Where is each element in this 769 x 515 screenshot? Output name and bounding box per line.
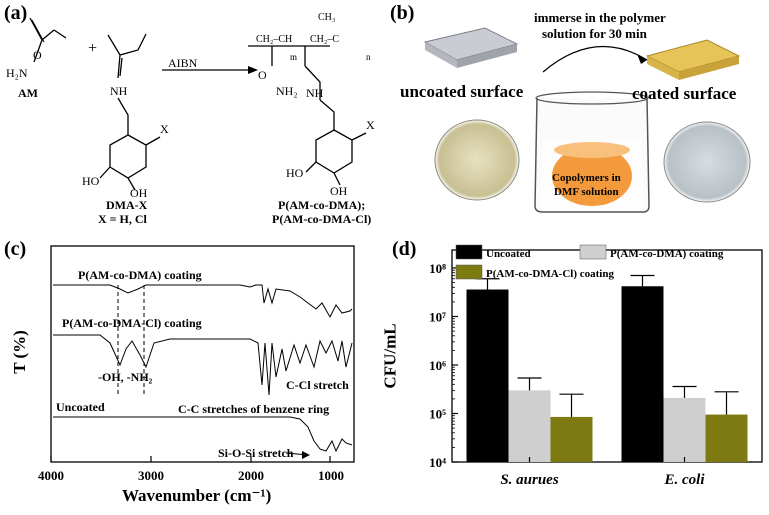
- dma-ho: HO: [82, 174, 100, 188]
- panel-a-scheme: [29, 17, 367, 191]
- sio-annotation: Si-O-Si stretch: [218, 446, 294, 460]
- dma-x: X: [160, 122, 169, 136]
- am-h2n: H₂N: [6, 66, 28, 80]
- ftir-plot: [50, 245, 355, 463]
- legend-label: P(AM-co-DMA-Cl) coating: [486, 268, 614, 280]
- x-tick-label: S. aurues: [500, 472, 559, 488]
- beaker-text-2: DMF solution: [554, 186, 619, 198]
- product-nh2: NH₂: [276, 84, 298, 98]
- trace-3-label: Uncoated: [56, 400, 105, 414]
- step-line-1: immerse in the polymer: [534, 10, 666, 25]
- bar: [705, 414, 748, 462]
- x-definition: X = H, Cl: [98, 212, 147, 226]
- am-label: AM: [18, 86, 38, 100]
- dma-label: DMA-X: [106, 198, 148, 212]
- y-tick-label: 10⁵: [429, 407, 446, 422]
- product-label-1: P(AM-co-DMA);: [278, 198, 366, 212]
- product-oh: OH: [330, 184, 348, 198]
- bar: [663, 397, 706, 462]
- dma-oh: OH: [130, 186, 148, 200]
- dma-ring: [109, 134, 147, 179]
- panel-c-label: (c): [4, 238, 27, 260]
- uncoated-dish: [434, 119, 520, 201]
- oh-annotation: -OH, -NH₂: [98, 370, 153, 384]
- bar: [621, 286, 664, 462]
- chart-frame: [451, 249, 763, 463]
- legend-swatch: [455, 244, 483, 260]
- plus-sign: +: [88, 40, 98, 57]
- beaker-text-1: Copolymers in: [552, 172, 621, 184]
- xtick-3000: 3000: [138, 468, 164, 483]
- trace-1-label: P(AM-co-DMA) coating: [78, 268, 202, 282]
- cc-annotation: C-C stretches of benzene ring: [178, 402, 330, 416]
- cfu-ylabel: CFU/mL: [380, 323, 400, 389]
- y-tick-label: 10⁴: [429, 455, 446, 470]
- solution-blob: [552, 146, 632, 206]
- product-nh: NH: [306, 86, 324, 100]
- legend-label: P(AM-co-DMA) coating: [610, 248, 724, 260]
- trace-am-co-dma: [53, 284, 353, 319]
- product-ch2c: CH₂–C: [310, 34, 340, 45]
- product-x: X: [366, 118, 375, 132]
- xtick-2000: 2000: [238, 468, 264, 483]
- trace-am-co-dma-cl: [53, 334, 353, 396]
- ccl-annotation: C-Cl stretch: [286, 378, 349, 392]
- am-bonds: [29, 17, 67, 63]
- bar: [466, 289, 509, 462]
- y-tick-label: 10⁸: [429, 261, 446, 276]
- panel-b-illustration: [423, 27, 751, 213]
- dma-nh: NH: [110, 84, 128, 98]
- panel-d-label: (d): [392, 238, 417, 260]
- product-label-2: P(AM-co-DMA-Cl): [272, 212, 372, 226]
- legend-swatch: [579, 244, 607, 260]
- x-tick-label: E. coli: [664, 472, 706, 488]
- process-arrow: [542, 45, 648, 73]
- xtick-1000: 1000: [318, 468, 344, 483]
- step-line-2: solution for 30 min: [542, 26, 647, 41]
- coated-dish: [663, 121, 751, 203]
- y-tick-label: 10⁷: [429, 310, 446, 325]
- trace-uncoated: [53, 416, 353, 453]
- xtick-4000: 4000: [38, 468, 64, 483]
- am-o: O: [33, 48, 42, 62]
- bar: [550, 416, 593, 462]
- product-n: n: [366, 52, 371, 62]
- product-ch2ch: CH₂–CH: [256, 34, 293, 45]
- trace-2-label: P(AM-co-DMA-Cl) coating: [62, 316, 202, 330]
- coated-label: coated surface: [632, 84, 737, 103]
- dma-bonds: [107, 33, 147, 79]
- y-tick-label: 10⁶: [429, 358, 446, 373]
- cfu-bar-chart: 10⁴ 10⁵ 10⁶ 10⁷ 10⁸ S. aurues E. coli Uncoated P…: [429, 244, 763, 488]
- catalyst-label: AIBN: [168, 56, 198, 70]
- product-m: m: [290, 52, 298, 62]
- legend-swatch: [455, 264, 483, 280]
- uncoated-label: uncoated surface: [400, 82, 524, 101]
- product-o: O: [258, 68, 267, 82]
- product-ho: HO: [286, 166, 304, 180]
- legend-label: Uncoated: [486, 248, 531, 260]
- ftir-frame: [50, 245, 355, 463]
- panel-b-label: (b): [390, 2, 415, 24]
- ftir-xlabel: Wavenumber (cm⁻¹): [122, 486, 272, 505]
- bar: [508, 390, 551, 462]
- product-ch3: CH₃: [318, 12, 336, 23]
- panel-a-label: (a): [4, 2, 28, 24]
- ftir-ylabel: T (%): [9, 330, 29, 374]
